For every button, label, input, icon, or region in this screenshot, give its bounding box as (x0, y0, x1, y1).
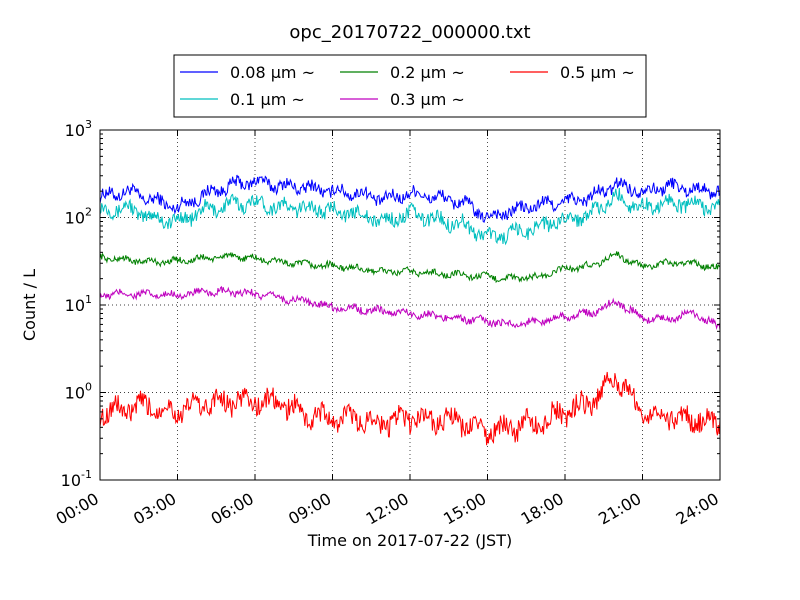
series-line-3 (99, 285, 721, 331)
y-axis-label: Count / L (20, 269, 39, 341)
x-axis-label: Time on 2017-07-22 (JST) (307, 531, 512, 550)
plot-frame (99, 129, 721, 481)
series-line-1 (99, 187, 721, 246)
legend-label: 0.1 μm ~ (230, 90, 305, 109)
y-tick-label: 102 (65, 206, 92, 228)
legend-frame (173, 54, 647, 118)
y-tick-label: 100 (65, 381, 92, 403)
x-tick-label: 12:00 (363, 489, 412, 529)
legend-label: 0.2 μm ~ (390, 63, 465, 82)
plot-area (99, 129, 721, 481)
legend: 0.08 μm ~ 0.1 μm ~ 0.2 μm ~ 0.3 μm ~ 0.5 μm … (173, 54, 647, 118)
x-tick-labels: 00:00 03:00 06:00 09:00 12:00 15:00 18:00 21:00… (53, 489, 722, 529)
x-tick-label: 06:00 (208, 489, 257, 529)
legend-label: 0.5 μm ~ (560, 63, 635, 82)
x-tick-label: 24:00 (673, 489, 722, 529)
y-tick-labels: 10-1 100 101 102 103 (61, 118, 92, 490)
y-tick-label: 10-1 (61, 468, 92, 490)
grid (100, 130, 720, 480)
y-tick-label: 101 (65, 293, 92, 315)
x-tick-label: 09:00 (285, 489, 334, 529)
x-tick-label: 03:00 (130, 489, 179, 529)
legend-label: 0.08 μm ~ (230, 63, 315, 82)
x-tick-label: 18:00 (518, 489, 567, 529)
series-line-4 (99, 371, 721, 446)
series-line-0 (99, 174, 721, 223)
series-lines (99, 174, 721, 446)
x-tick-label: 00:00 (53, 489, 102, 529)
chart-title: opc_20170722_000000.txt (289, 22, 530, 43)
y-tick-label: 103 (65, 118, 92, 140)
series-line-2 (99, 251, 721, 284)
x-tick-label: 21:00 (595, 489, 644, 529)
x-tick-label: 15:00 (440, 489, 489, 529)
legend-label: 0.3 μm ~ (390, 90, 465, 109)
